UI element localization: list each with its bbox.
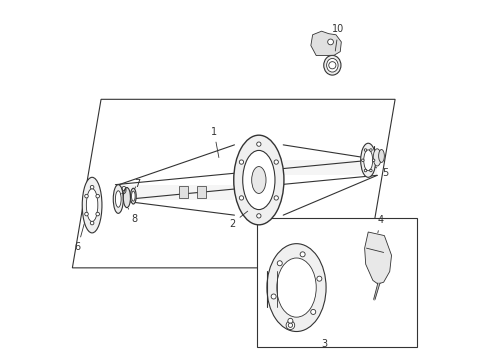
Text: 4: 4 bbox=[377, 215, 383, 233]
Circle shape bbox=[273, 196, 278, 200]
Circle shape bbox=[316, 276, 321, 281]
Bar bbox=[197, 186, 205, 198]
Ellipse shape bbox=[378, 149, 384, 162]
Circle shape bbox=[369, 169, 371, 172]
Circle shape bbox=[364, 169, 366, 172]
Circle shape bbox=[287, 323, 292, 327]
Circle shape bbox=[96, 212, 99, 216]
Circle shape bbox=[371, 159, 374, 162]
Polygon shape bbox=[72, 99, 394, 268]
Circle shape bbox=[273, 160, 278, 164]
Circle shape bbox=[239, 196, 243, 200]
Circle shape bbox=[369, 149, 371, 151]
Polygon shape bbox=[364, 232, 391, 284]
Text: 10: 10 bbox=[332, 24, 344, 51]
Circle shape bbox=[90, 185, 94, 189]
Text: 8: 8 bbox=[128, 208, 137, 224]
Text: 1: 1 bbox=[210, 127, 219, 158]
Circle shape bbox=[361, 159, 364, 162]
Ellipse shape bbox=[326, 58, 337, 72]
Circle shape bbox=[277, 261, 282, 266]
Text: 3: 3 bbox=[321, 339, 326, 349]
Circle shape bbox=[84, 212, 88, 216]
Ellipse shape bbox=[251, 167, 265, 193]
Circle shape bbox=[300, 252, 305, 257]
Bar bbox=[283, 159, 376, 175]
Ellipse shape bbox=[113, 185, 123, 213]
Ellipse shape bbox=[123, 188, 130, 208]
Bar bbox=[115, 185, 234, 201]
Text: 5: 5 bbox=[374, 167, 387, 178]
Ellipse shape bbox=[372, 149, 380, 166]
Text: 9: 9 bbox=[120, 186, 126, 197]
Circle shape bbox=[328, 62, 335, 69]
Circle shape bbox=[287, 318, 292, 323]
Ellipse shape bbox=[131, 191, 135, 201]
Circle shape bbox=[285, 321, 294, 329]
Circle shape bbox=[256, 214, 261, 218]
Circle shape bbox=[239, 160, 243, 164]
Ellipse shape bbox=[276, 258, 316, 317]
Circle shape bbox=[96, 194, 99, 198]
Ellipse shape bbox=[363, 150, 372, 171]
Circle shape bbox=[310, 309, 315, 314]
Circle shape bbox=[364, 149, 366, 151]
Circle shape bbox=[270, 294, 276, 299]
Ellipse shape bbox=[323, 55, 340, 75]
Ellipse shape bbox=[130, 188, 136, 204]
Ellipse shape bbox=[266, 244, 325, 332]
Text: 7: 7 bbox=[134, 179, 140, 189]
Ellipse shape bbox=[360, 143, 375, 177]
Text: 6: 6 bbox=[75, 224, 84, 252]
Polygon shape bbox=[310, 31, 341, 55]
Circle shape bbox=[327, 39, 333, 45]
Ellipse shape bbox=[242, 150, 274, 210]
Text: 2: 2 bbox=[228, 211, 247, 229]
Circle shape bbox=[84, 194, 88, 198]
Ellipse shape bbox=[233, 135, 284, 225]
Ellipse shape bbox=[115, 191, 121, 207]
Circle shape bbox=[90, 221, 94, 225]
Circle shape bbox=[256, 142, 261, 146]
Bar bbox=[179, 186, 187, 198]
Ellipse shape bbox=[82, 177, 102, 233]
Ellipse shape bbox=[86, 189, 98, 222]
Bar bbox=[257, 218, 416, 347]
